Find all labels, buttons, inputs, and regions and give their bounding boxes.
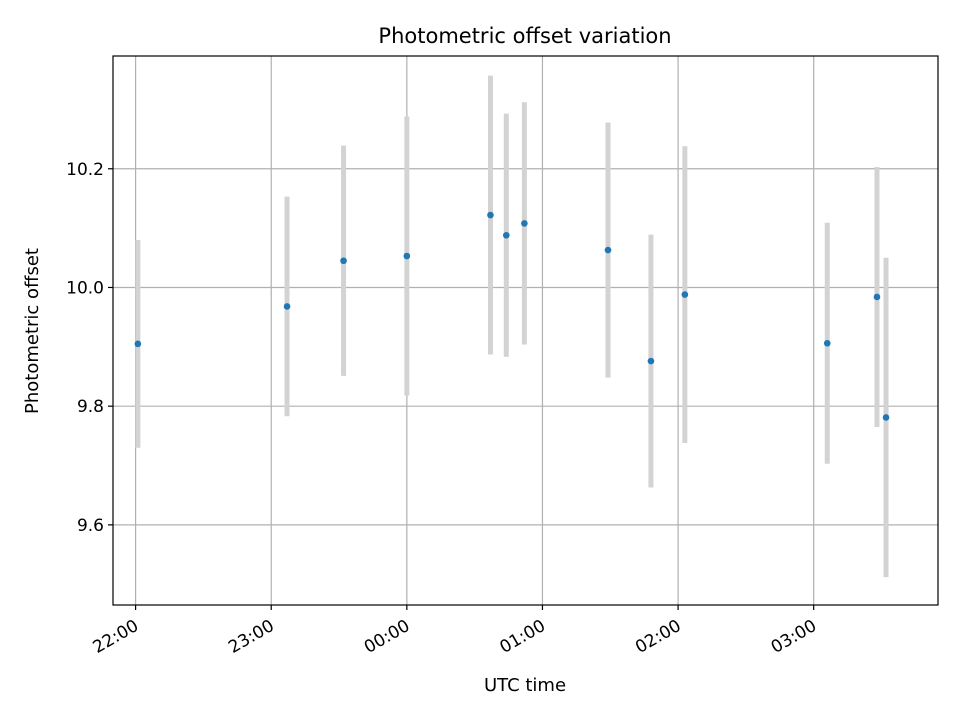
data-points	[134, 211, 890, 421]
data-point	[134, 340, 142, 348]
data-point	[882, 414, 890, 421]
axes-frame	[112, 55, 939, 606]
y-tick-label: 10.2	[66, 160, 104, 180]
grid	[113, 56, 938, 605]
data-point	[873, 293, 881, 301]
y-tick-label: 10.0	[66, 278, 104, 298]
data-point	[823, 339, 831, 347]
data-point	[604, 246, 612, 254]
data-point	[647, 357, 655, 365]
y-axis-label: Photometric offset	[22, 248, 43, 414]
data-point	[487, 211, 494, 219]
data-point	[340, 257, 347, 265]
data-point	[502, 231, 510, 239]
data-point	[521, 220, 528, 227]
y-tick-label: 9.6	[77, 516, 104, 536]
data-point	[403, 252, 411, 260]
chart-title: Photometric offset variation	[378, 24, 671, 48]
data-point	[283, 303, 291, 310]
data-point	[681, 291, 689, 298]
y-tick-label: 9.8	[77, 397, 104, 417]
x-axis-label: UTC time	[484, 675, 566, 696]
